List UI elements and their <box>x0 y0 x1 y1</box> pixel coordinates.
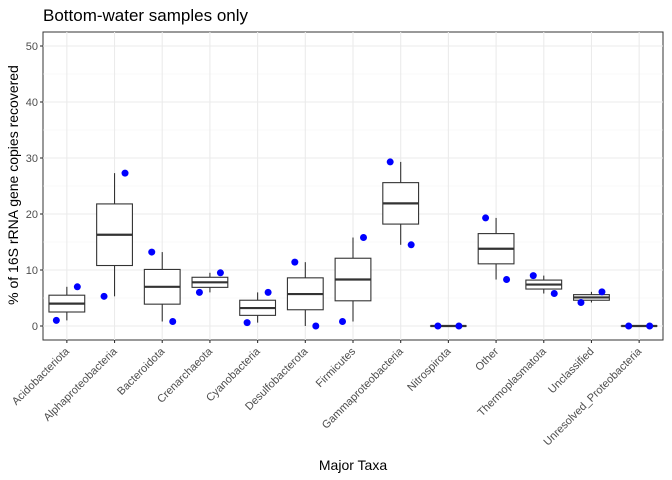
x-tick-label: Bacteroidota <box>115 345 168 398</box>
x-tick-label: Nitrospirota <box>405 345 454 394</box>
x-axis: AcidobacteriotaAlphaproteobacteriaBacter… <box>10 340 645 448</box>
data-point <box>73 283 81 291</box>
boxplot <box>382 161 420 245</box>
y-tick-label: 40 <box>26 97 38 109</box>
data-point <box>646 322 654 330</box>
x-tick-label: Unresolved_Proteobacteria <box>542 345 645 448</box>
data-point <box>407 241 415 249</box>
data-point <box>312 322 320 330</box>
data-point <box>291 258 299 266</box>
data-point <box>216 269 224 277</box>
data-point <box>52 316 60 324</box>
data-point <box>434 322 442 330</box>
boxplot <box>477 217 515 280</box>
y-tick-label: 50 <box>26 41 38 53</box>
boxplot <box>48 286 86 321</box>
y-tick-label: 30 <box>26 153 38 165</box>
data-point <box>529 272 537 280</box>
boxplot <box>143 252 181 322</box>
data-point <box>577 298 585 306</box>
data-point <box>598 288 606 296</box>
boxplot <box>96 173 133 297</box>
chart-title: Bottom-water samples only <box>43 6 249 25</box>
x-tick-label: Firmicutes <box>314 345 359 390</box>
data-point <box>550 290 558 298</box>
y-tick-label: 0 <box>32 321 38 333</box>
data-points <box>52 158 654 330</box>
y-axis: 0 10 20 30 40 50 <box>26 41 43 333</box>
data-point <box>455 322 463 330</box>
data-point <box>482 214 490 222</box>
data-point <box>195 288 203 296</box>
y-tick-label: 10 <box>26 265 38 277</box>
data-point <box>359 234 367 242</box>
data-point <box>339 318 347 326</box>
data-point <box>264 288 272 296</box>
y-tick-label: 20 <box>26 209 38 221</box>
data-point <box>386 158 394 166</box>
data-point <box>625 322 633 330</box>
x-axis-title: Major Taxa <box>319 457 387 473</box>
data-point <box>100 292 108 300</box>
data-point <box>121 169 129 177</box>
data-point <box>169 318 177 326</box>
data-point <box>503 276 511 284</box>
boxplot <box>191 272 229 293</box>
boxplot <box>525 275 563 294</box>
boxplot <box>239 292 277 323</box>
x-tick-label: Unclassified <box>546 346 596 396</box>
boxplot <box>286 262 324 326</box>
x-tick-label: Other <box>473 345 501 373</box>
data-point <box>243 319 251 327</box>
y-axis-title: % of 16S rRNA gene copies recovered <box>5 65 21 305</box>
data-point <box>148 248 156 256</box>
boxplot <box>573 291 610 303</box>
boxplot <box>334 237 372 322</box>
x-tick-label: Gammaproteobacteria <box>320 345 406 431</box>
